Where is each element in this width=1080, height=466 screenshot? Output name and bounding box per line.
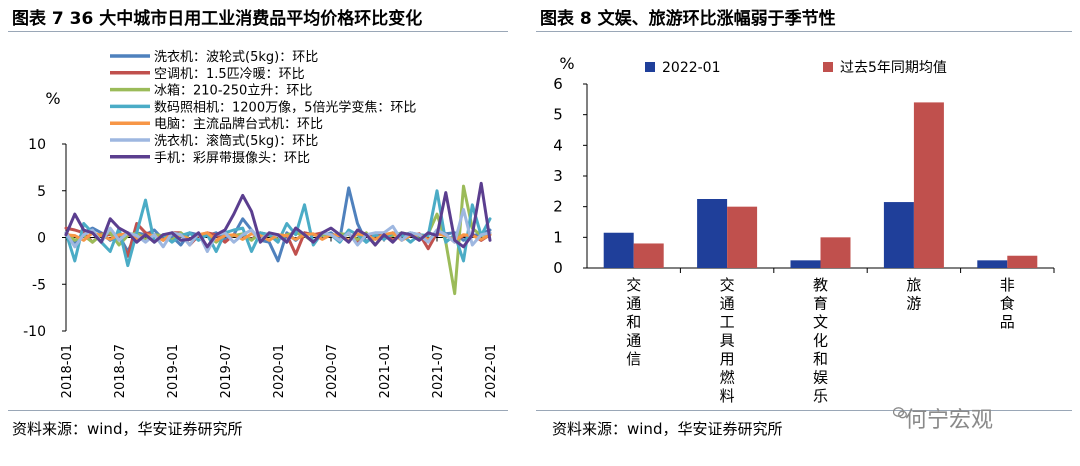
legend-label-0: 洗衣机：波轮式(5kg)：环比	[154, 49, 318, 65]
right-source-rule	[536, 410, 1072, 411]
x-tick-label-6: 2021-01	[378, 344, 393, 398]
x-tick-label-7: 2021-07	[431, 344, 446, 398]
y-tick-label-2: 2	[553, 198, 563, 216]
left-chart-title: 图表 7 36 大中城市日用工业消费品平均价格环比变化	[12, 9, 423, 29]
x-tick-label-3: 2019-07	[219, 344, 234, 398]
legend-label-0: 2022-01	[662, 60, 721, 76]
y-axis-unit: %	[559, 54, 574, 73]
y-tick-label-1: 1	[553, 228, 563, 246]
left-title-rule	[8, 31, 508, 32]
wechat-icon	[893, 407, 907, 419]
right-title-rule	[536, 31, 1072, 32]
bar-2-0	[790, 260, 821, 268]
legend-label-2: 冰箱：210-250立升：环比	[154, 83, 312, 99]
x-tick-label-8: 2022-01	[484, 344, 499, 398]
line-chart: % 10 5 0 -5 -10 2018-01 2018-07 2019-01 2019-07 20…	[23, 49, 499, 398]
watermark: 何宁宏观	[905, 408, 994, 433]
y-tick-label-5: 5	[553, 106, 563, 124]
x-tick-label-2: 2019-01	[166, 344, 181, 398]
right-chart-title: 图表 8 文娱、旅游环比涨幅弱于季节性	[540, 9, 836, 29]
y-tick-label-0: 0	[553, 259, 563, 277]
legend-label-1: 过去5年同期均值	[840, 60, 947, 76]
series-line-3	[64, 189, 492, 268]
category-label-3: 旅游	[906, 276, 921, 313]
legend-label-1: 空调机：1.5匹冷暖：环比	[154, 67, 305, 82]
y-tick-label-3: -5	[32, 277, 46, 293]
category-label-2: 教育文化和娱乐	[813, 276, 828, 405]
legend-swatch-0	[645, 62, 655, 72]
left-source-note: 资料来源：wind，华安证券研究所	[12, 420, 243, 438]
y-tick-label-3: 3	[553, 167, 563, 185]
legend-label-6: 手机：彩屏带摄像头：环比	[154, 151, 310, 166]
category-label-1: 交通工具用燃料	[720, 276, 735, 405]
y-tick-label-0: 10	[28, 137, 46, 153]
x-tick-label-1: 2018-07	[113, 344, 128, 398]
y-tick-label-2: 0	[37, 231, 46, 247]
x-tick-label-5: 2020-07	[325, 344, 340, 398]
legend-label-5: 洗衣机：滚筒式(5kg)：环比	[154, 133, 318, 149]
legend-label-4: 电脑：主流品牌台式机：环比	[154, 116, 323, 132]
y-tick-label-4: -10	[23, 324, 46, 340]
bar-3-1	[913, 102, 944, 269]
bar-4-0	[977, 260, 1008, 268]
y-tick-label-4: 4	[553, 136, 563, 154]
y-axis-unit: %	[45, 89, 60, 108]
x-tick-label-0: 2018-01	[60, 344, 75, 398]
bar-2-1	[820, 237, 851, 268]
bar-chart: % 0 1 2 3 4 5 6 交通和通信 交通工具用燃料 教育文化和娱乐 旅游 非食品 2022-01 过…	[553, 54, 1055, 405]
y-tick-label-6: 6	[553, 75, 563, 93]
bar-0-0	[603, 232, 634, 268]
bar-0-1	[633, 243, 664, 268]
category-label-0: 交通和通信	[626, 276, 641, 368]
legend-label-3: 数码照相机：1200万像，5倍光学变焦：环比	[154, 99, 416, 115]
x-tick-label-4: 2020-01	[272, 344, 287, 398]
bar-3-0	[883, 202, 914, 268]
bar-1-1	[727, 206, 758, 268]
right-source-note: 资料来源：wind，华安证券研究所	[552, 420, 783, 438]
left-source-rule	[8, 410, 508, 411]
bar-1-0	[697, 199, 728, 268]
y-tick-label-1: 5	[37, 184, 46, 200]
bar-4-1	[1007, 255, 1038, 268]
category-label-4: 非食品	[1000, 276, 1015, 331]
legend-swatch-1	[823, 62, 833, 72]
series-line-6	[64, 181, 492, 249]
